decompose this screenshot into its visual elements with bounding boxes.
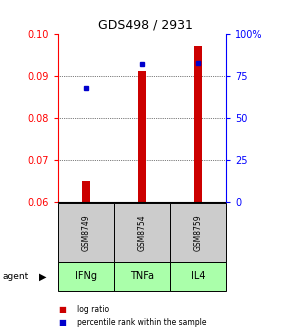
Text: GSM8749: GSM8749 — [81, 214, 90, 251]
Bar — [138, 71, 146, 202]
Bar — [194, 46, 202, 202]
Text: GSM8759: GSM8759 — [194, 214, 203, 251]
Text: GSM8754: GSM8754 — [137, 214, 147, 251]
Text: ▶: ▶ — [39, 271, 47, 281]
Text: percentile rank within the sample: percentile rank within the sample — [77, 318, 206, 327]
Text: GDS498 / 2931: GDS498 / 2931 — [97, 18, 193, 32]
Text: IL4: IL4 — [191, 271, 205, 281]
Text: log ratio: log ratio — [77, 305, 109, 313]
Text: TNFa: TNFa — [130, 271, 154, 281]
Text: ■: ■ — [58, 305, 66, 313]
Text: agent: agent — [3, 272, 29, 281]
Text: IFNg: IFNg — [75, 271, 97, 281]
Text: ■: ■ — [58, 318, 66, 327]
Bar — [82, 180, 90, 202]
